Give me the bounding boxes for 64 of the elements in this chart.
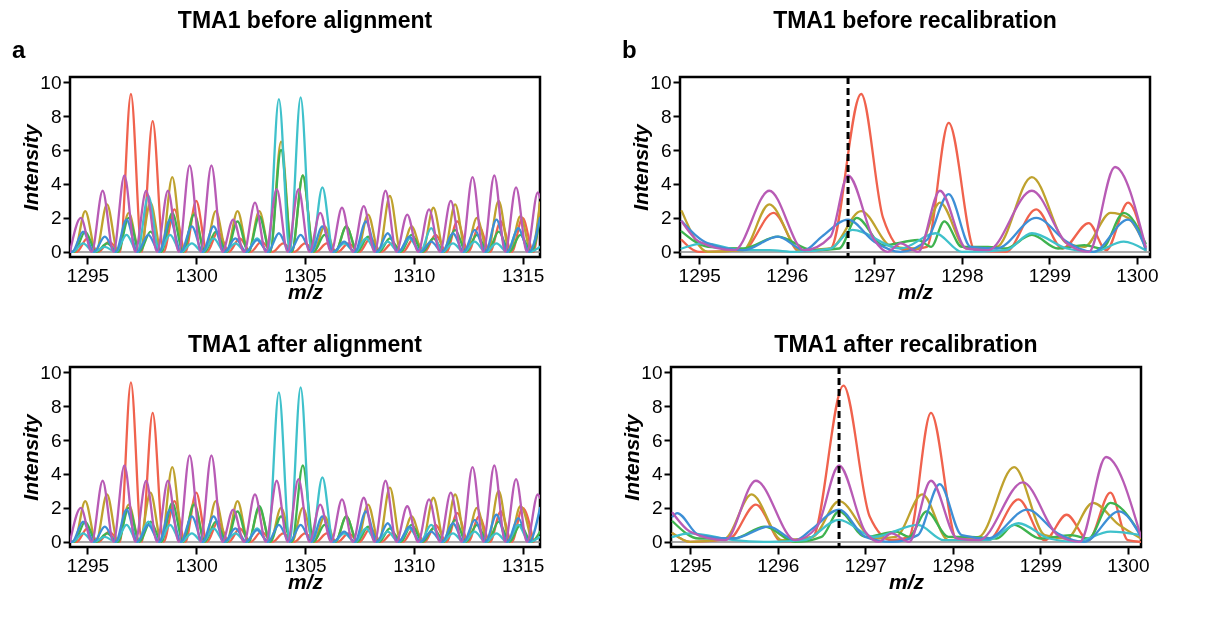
x-tick-label: 1315	[501, 264, 545, 286]
y-tick-label: 0	[50, 241, 62, 263]
y-tick-label: 10	[40, 361, 62, 383]
x-tick-label: 1300	[1107, 554, 1150, 576]
x-tick-label: 1310	[393, 554, 436, 576]
x-tick-label: 1297	[853, 264, 896, 286]
x-tick-label: 1295	[678, 264, 721, 286]
y-tick-label: 8	[50, 395, 62, 417]
y-tick-label: 6	[50, 139, 62, 161]
line-series	[680, 211, 1147, 252]
x-tick-label: 1315	[501, 554, 545, 576]
x-tick-label: 1298	[932, 554, 975, 576]
x-tick-label: 1296	[757, 554, 800, 576]
y-tick-label: 8	[651, 395, 663, 417]
x-tick-label: 1295	[669, 554, 712, 576]
x-tick-label: 1299	[1028, 264, 1071, 286]
chart-title: TMA1 before recalibration	[773, 7, 1057, 33]
y-tick-label: 2	[50, 207, 62, 229]
y-tick-label: 8	[660, 105, 672, 127]
x-tick-label: 1297	[844, 554, 887, 576]
line-series	[680, 228, 1147, 254]
y-tick-label: 4	[50, 173, 62, 195]
x-tick-label: 1300	[175, 264, 218, 286]
y-axis-title: Intensity	[19, 123, 43, 211]
y-tick-label: 4	[50, 463, 62, 485]
x-tick-label: 1296	[766, 264, 809, 286]
chart-title: TMA1 after recalibration	[774, 331, 1038, 358]
x-tick-label: 1298	[941, 264, 984, 286]
y-tick-label: 8	[50, 105, 62, 127]
y-tick-label: 10	[641, 361, 663, 383]
y-tick-label: 2	[660, 207, 672, 229]
y-tick-label: 0	[50, 531, 62, 553]
x-tick-label: 1310	[393, 264, 436, 286]
y-tick-label: 2	[50, 497, 62, 519]
x-tick-label: 1295	[66, 554, 110, 576]
y-tick-label: 4	[651, 463, 663, 485]
line-series	[70, 216, 540, 254]
y-tick-label: 0	[660, 241, 672, 263]
x-axis-title: m/z	[888, 569, 925, 593]
y-tick-label: 6	[660, 139, 672, 161]
y-axis-title: Intensity	[620, 413, 644, 501]
chart-title: TMA1 after alignment	[188, 331, 423, 358]
text: a	[12, 36, 26, 63]
line-series	[70, 506, 540, 544]
line-series	[680, 92, 1147, 254]
x-tick-label: 1299	[1019, 554, 1062, 576]
y-tick-label: 10	[650, 71, 672, 93]
x-tick-label: 1300	[175, 554, 218, 576]
y-axis-title: Intensity	[629, 123, 653, 211]
y-tick-label: 2	[651, 497, 663, 519]
chart-title: TMA1 before alignment	[177, 7, 433, 33]
y-axis-title: Intensity	[19, 413, 43, 501]
y-tick-label: 6	[50, 429, 62, 451]
y-tick-label: 10	[40, 71, 62, 93]
x-tick-label: 1300	[1116, 264, 1159, 286]
line-series	[671, 483, 1141, 544]
x-tick-label: 1295	[66, 264, 110, 286]
line-series	[70, 164, 540, 254]
y-tick-label: 0	[651, 531, 663, 553]
x-axis-title: m/z	[897, 279, 934, 303]
line-series	[671, 518, 1141, 544]
y-tick-label: 4	[660, 173, 672, 195]
text: b	[622, 36, 637, 63]
y-tick-label: 6	[651, 429, 663, 451]
